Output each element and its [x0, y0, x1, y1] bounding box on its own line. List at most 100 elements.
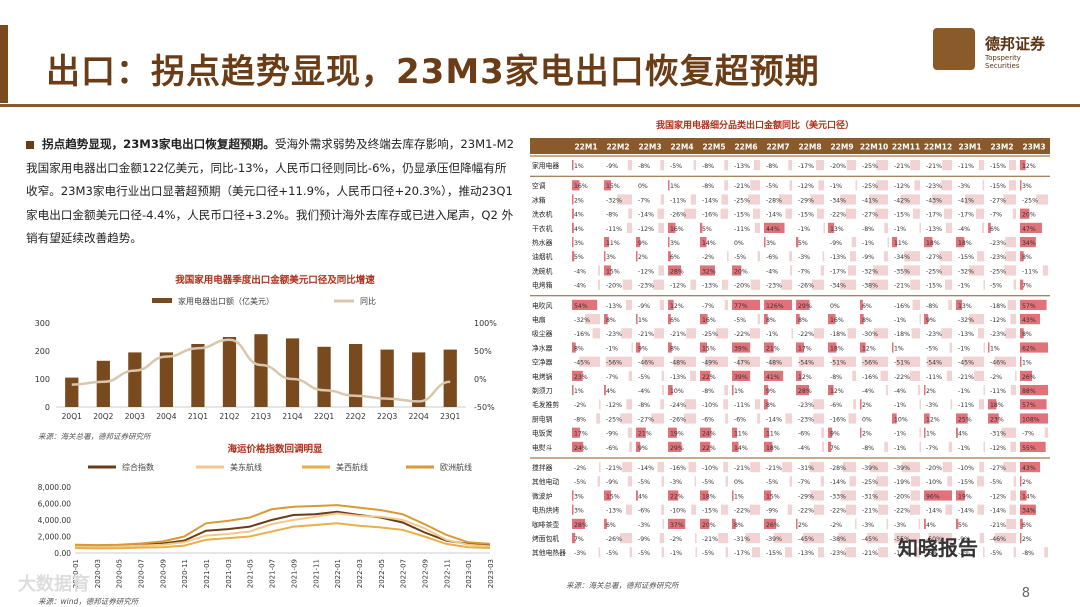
cell-bar: [1020, 356, 1022, 367]
cell-value: 9%: [926, 317, 936, 324]
cell-bar: [796, 299, 810, 310]
cell-value: -12%: [990, 493, 1006, 500]
cell-bar: [764, 441, 773, 452]
cell-bar: [849, 476, 856, 487]
cell-value: 22%: [702, 445, 716, 452]
cell-value: 10%: [894, 416, 908, 423]
cell-value: -9%: [862, 254, 874, 261]
column-header: 22M7: [766, 143, 789, 152]
cell-value: 1%: [894, 345, 904, 352]
cell-bar: [878, 504, 888, 515]
cell-bar: [1020, 399, 1047, 410]
cell-bar: [769, 356, 792, 367]
cell-bar: [684, 399, 696, 410]
cell-value: 41%: [766, 374, 780, 381]
cell-value: -43%: [926, 197, 942, 204]
cell-value: -22%: [798, 331, 814, 338]
cell-value: -13%: [670, 374, 686, 381]
cell-value: -26%: [670, 212, 686, 219]
cell-value: -7%: [926, 445, 938, 452]
cell-bar: [976, 208, 984, 219]
cell-bar: [994, 533, 1016, 544]
cell-bar: [1020, 222, 1042, 233]
cell-bar: [892, 413, 897, 424]
cell-bar: [796, 314, 800, 325]
cell-value: -6%: [702, 416, 714, 423]
cell-bar: [945, 279, 952, 290]
watermark-2: 大数据育: [18, 574, 90, 595]
cell-value: -31%: [862, 493, 878, 500]
cell-bar: [605, 356, 632, 367]
row-label: 干衣机: [532, 224, 553, 233]
cell-value: 88%: [1022, 388, 1036, 395]
cell-value: -11%: [958, 163, 974, 170]
cell-bar: [867, 533, 888, 544]
cell-bar: [668, 342, 672, 353]
cell-bar: [924, 314, 929, 325]
column-header: 22M3: [638, 143, 661, 152]
cell-bar: [700, 441, 711, 452]
cell-value: -21%: [670, 331, 686, 338]
x-tick-label: 2022-09: [421, 559, 429, 588]
cell-bar: [693, 160, 696, 171]
cell-bar: [636, 490, 638, 501]
cell-bar: [919, 314, 922, 325]
cell-bar: [848, 265, 856, 276]
legend-swatch-bar: [152, 298, 172, 303]
cell-bar: [705, 356, 728, 367]
x-tick-label: 2021-11: [312, 559, 320, 588]
cell-bar: [813, 328, 824, 339]
cell-value: -46%: [990, 360, 1006, 367]
cell-value: -15%: [894, 212, 910, 219]
cell-value: 18%: [702, 493, 716, 500]
cell-bar: [661, 547, 664, 558]
cell-bar: [668, 385, 673, 396]
cell-bar: [884, 222, 888, 233]
cell-bar: [810, 490, 824, 501]
cell-value: -25%: [702, 331, 718, 338]
cell-value: -12%: [638, 268, 654, 275]
cell-bar: [820, 476, 824, 487]
cell-bar: [1013, 547, 1016, 558]
cell-value: 3%: [670, 240, 680, 247]
cell-value: -11%: [1022, 268, 1038, 275]
cell-value: -39%: [766, 536, 782, 543]
cell-bar: [909, 370, 920, 381]
chart2-title: 海运价格指数回调明显: [227, 444, 323, 455]
cell-bar: [1020, 413, 1048, 424]
cell-value: -14%: [926, 508, 942, 515]
cell-value: 8%: [670, 345, 680, 352]
cell-bar: [622, 462, 632, 473]
cell-bar: [764, 314, 768, 325]
cell-value: -20%: [894, 493, 910, 500]
row-label: 烤面包机: [532, 534, 559, 543]
cell-bar: [956, 490, 965, 501]
cell-bar: [963, 356, 984, 367]
cell-bar: [883, 251, 888, 262]
x-tick-label: 21Q4: [282, 412, 302, 421]
cell-bar: [651, 413, 664, 424]
cell-bar: [688, 462, 696, 473]
cell-value: -26%: [798, 283, 814, 290]
cell-value: -1%: [798, 226, 810, 233]
column-header: 22M2: [606, 143, 629, 152]
cell-bar: [572, 208, 574, 219]
x-tick-label: 20Q4: [156, 412, 176, 421]
cell-value: 22%: [670, 493, 684, 500]
cell-value: 1%: [734, 388, 744, 395]
cell-bar: [626, 222, 632, 233]
cell-bar: [604, 237, 610, 248]
cell-value: 21%: [638, 431, 652, 438]
cell-value: -41%: [958, 197, 974, 204]
cell-bar: [913, 208, 920, 219]
cell-value: -31%: [990, 431, 1006, 438]
x-tick-label: 2021-09: [290, 559, 298, 588]
cell-value: -16%: [574, 331, 590, 338]
cell-value: 26%: [766, 522, 780, 529]
cell-bar: [911, 328, 920, 339]
cell-bar: [668, 237, 670, 248]
cell-value: -6%: [606, 445, 618, 452]
bar: [443, 349, 457, 407]
cell-value: -1%: [894, 445, 906, 452]
cell-value: -8%: [606, 212, 618, 219]
